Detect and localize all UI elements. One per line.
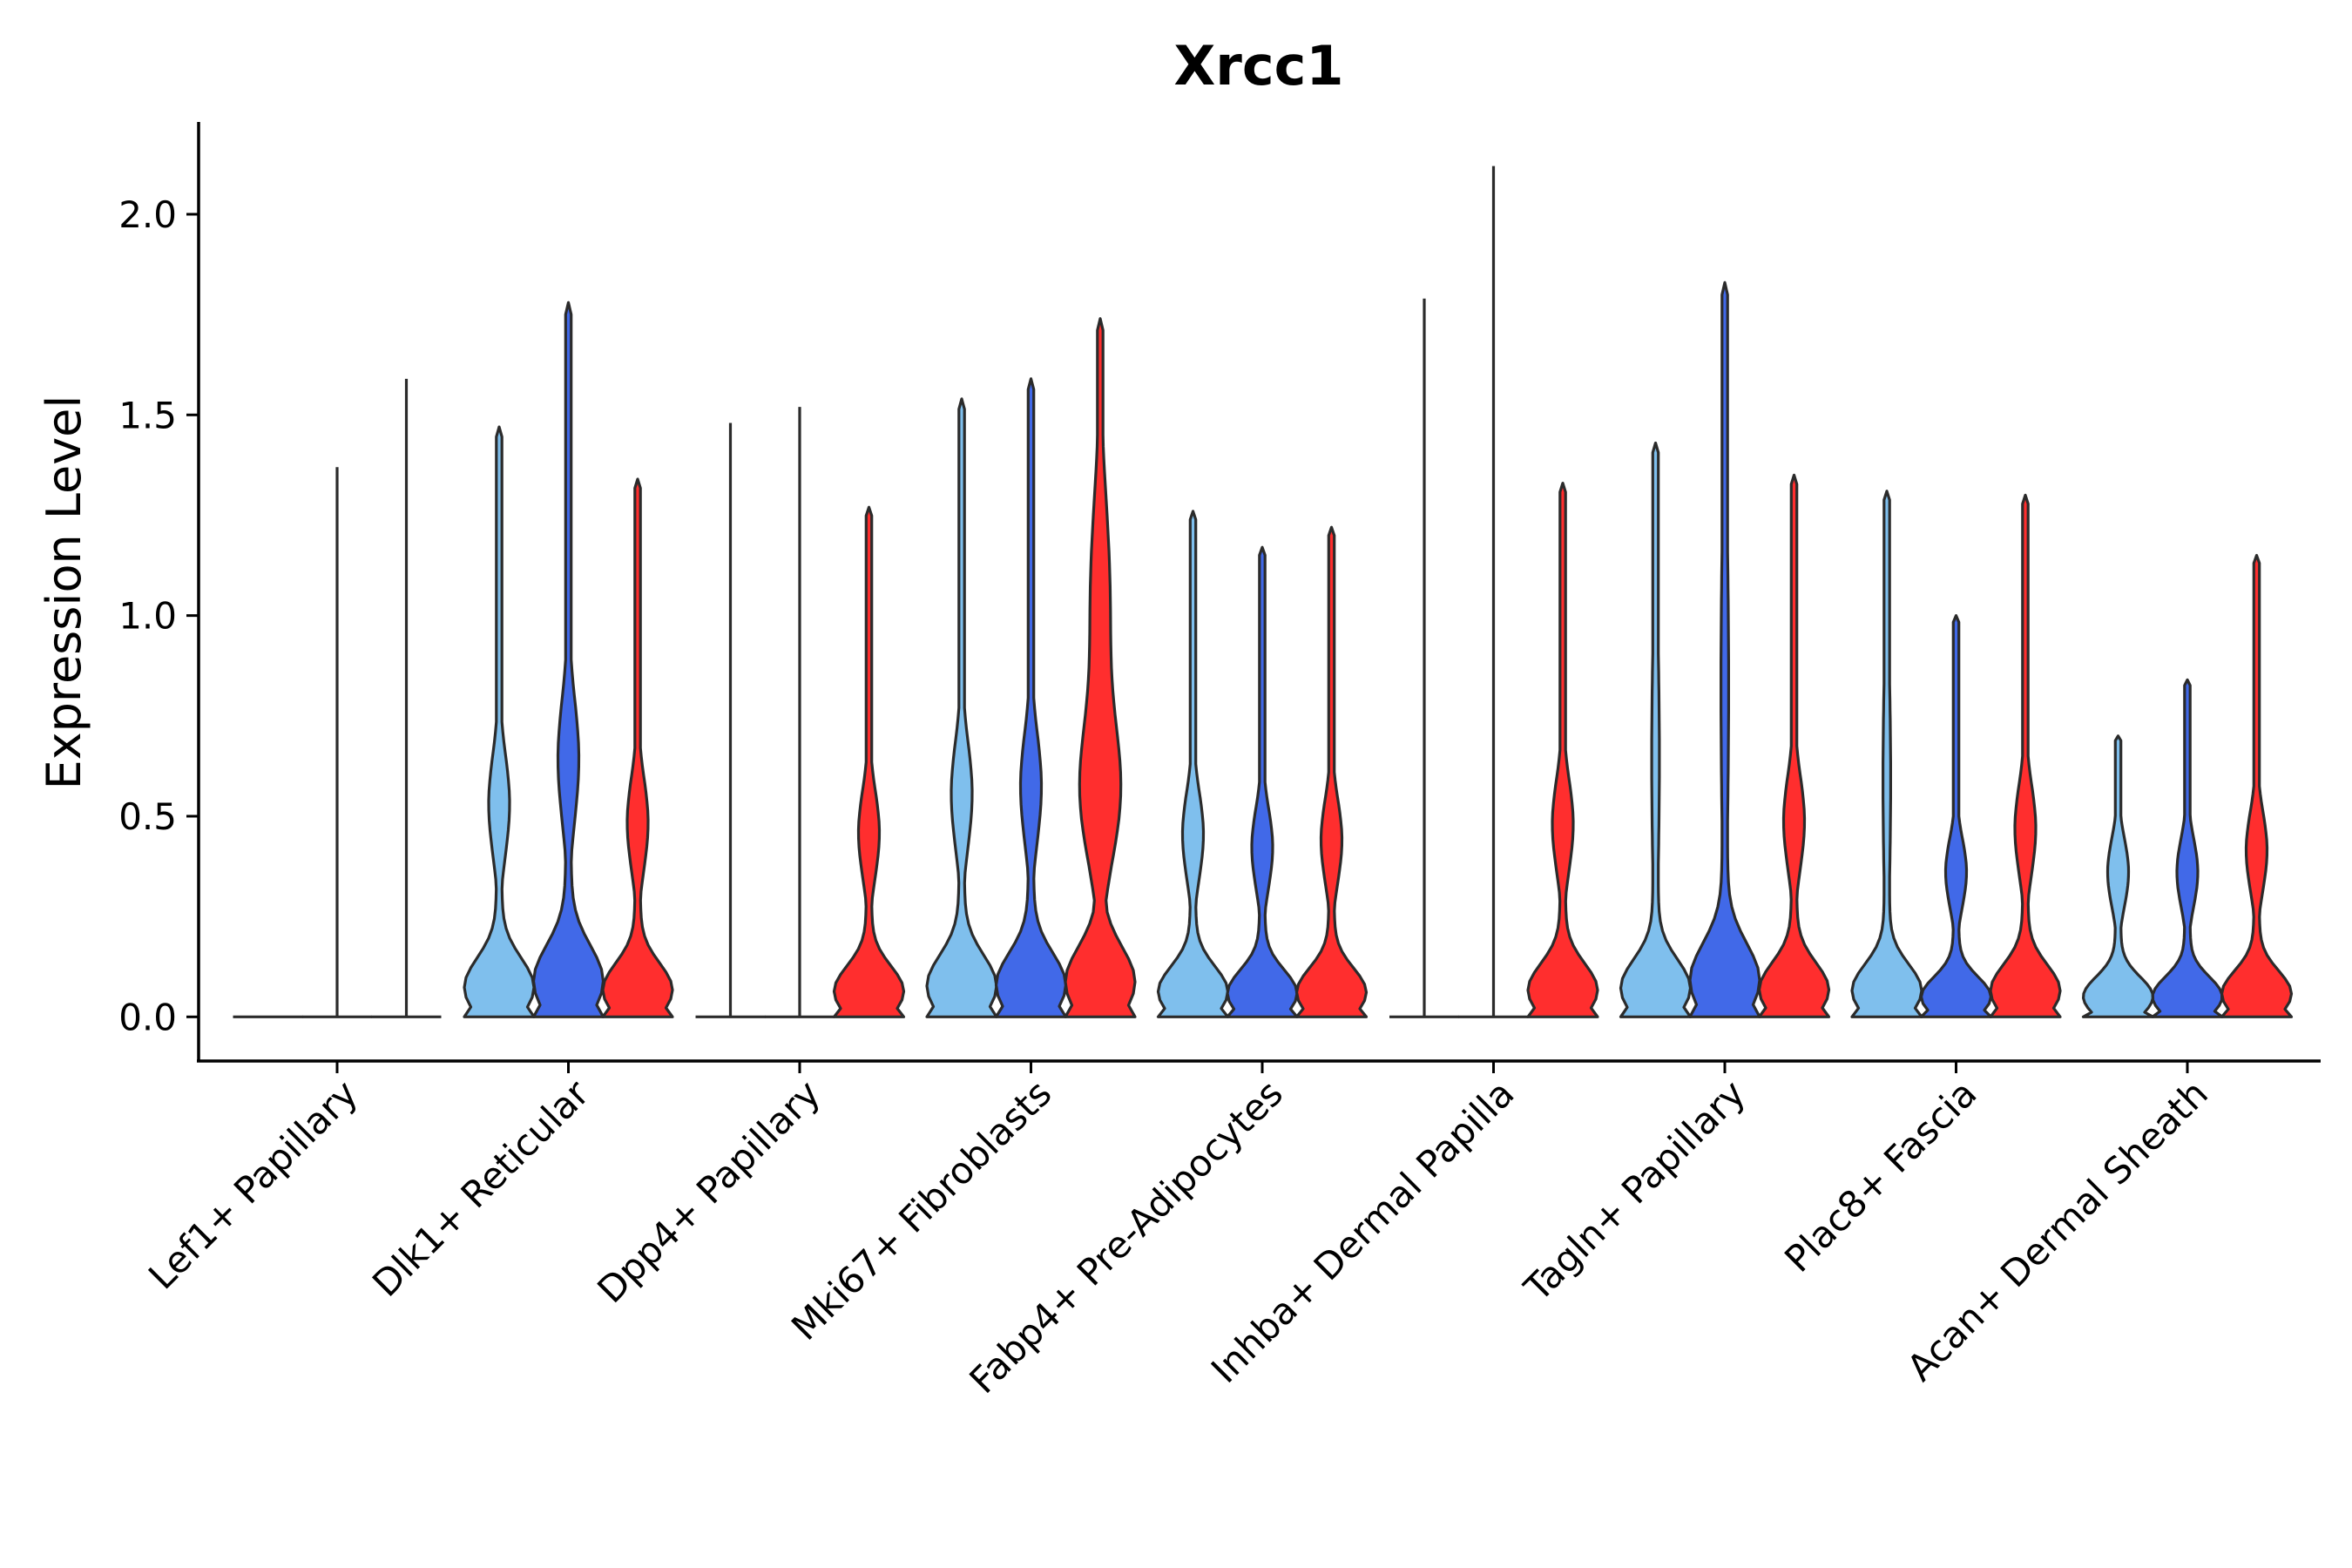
- violin-body: [601, 477, 674, 1018]
- violin-body: [531, 301, 605, 1018]
- violin-body: [1294, 525, 1369, 1018]
- violin-body: [1850, 490, 1923, 1018]
- violin-body: [463, 425, 536, 1018]
- violin-body: [1156, 510, 1230, 1018]
- violin-body: [2220, 553, 2294, 1018]
- x-tick-label: Dlk1+ Reticular: [364, 1071, 598, 1305]
- violin-group: [233, 166, 2294, 1018]
- y-tick-label: 2.0: [118, 193, 177, 236]
- y-axis-label: Expression Level: [37, 395, 91, 790]
- chart-title: Xrcc1: [1173, 34, 1343, 98]
- y-tick-label: 1.5: [118, 394, 177, 436]
- violin-body: [1989, 493, 2062, 1018]
- violin-body: [2151, 678, 2224, 1018]
- x-tick-label: Plac8+ Fascia: [1776, 1071, 1984, 1280]
- violin-body: [1757, 473, 1831, 1018]
- y-tick-label: 0.5: [118, 795, 177, 838]
- y-tick-label: 1.0: [118, 595, 177, 638]
- violin-body: [994, 377, 1068, 1018]
- violin-body: [1919, 614, 1993, 1018]
- violin-body: [1688, 280, 1761, 1018]
- violin-body: [1526, 482, 1599, 1018]
- x-tick-label: Lef1+ Papillary: [140, 1071, 366, 1297]
- violin-body: [832, 505, 906, 1018]
- violin-body: [2081, 734, 2155, 1018]
- violin-body: [925, 397, 998, 1018]
- x-tick-label: Dpp4+ Papillary: [589, 1071, 828, 1311]
- x-tick-label: Tagln+ Papillary: [1516, 1071, 1754, 1309]
- y-axis-ticks: 0.0 0.5 1.0 1.5 2.0: [118, 193, 199, 1038]
- y-tick-label: 0.0: [118, 996, 177, 1038]
- violin-body: [1619, 441, 1693, 1018]
- x-tick-label: Mki67+ Fibroblasts: [783, 1071, 1059, 1348]
- violin-body: [1226, 545, 1299, 1018]
- violin-body: [1064, 317, 1137, 1018]
